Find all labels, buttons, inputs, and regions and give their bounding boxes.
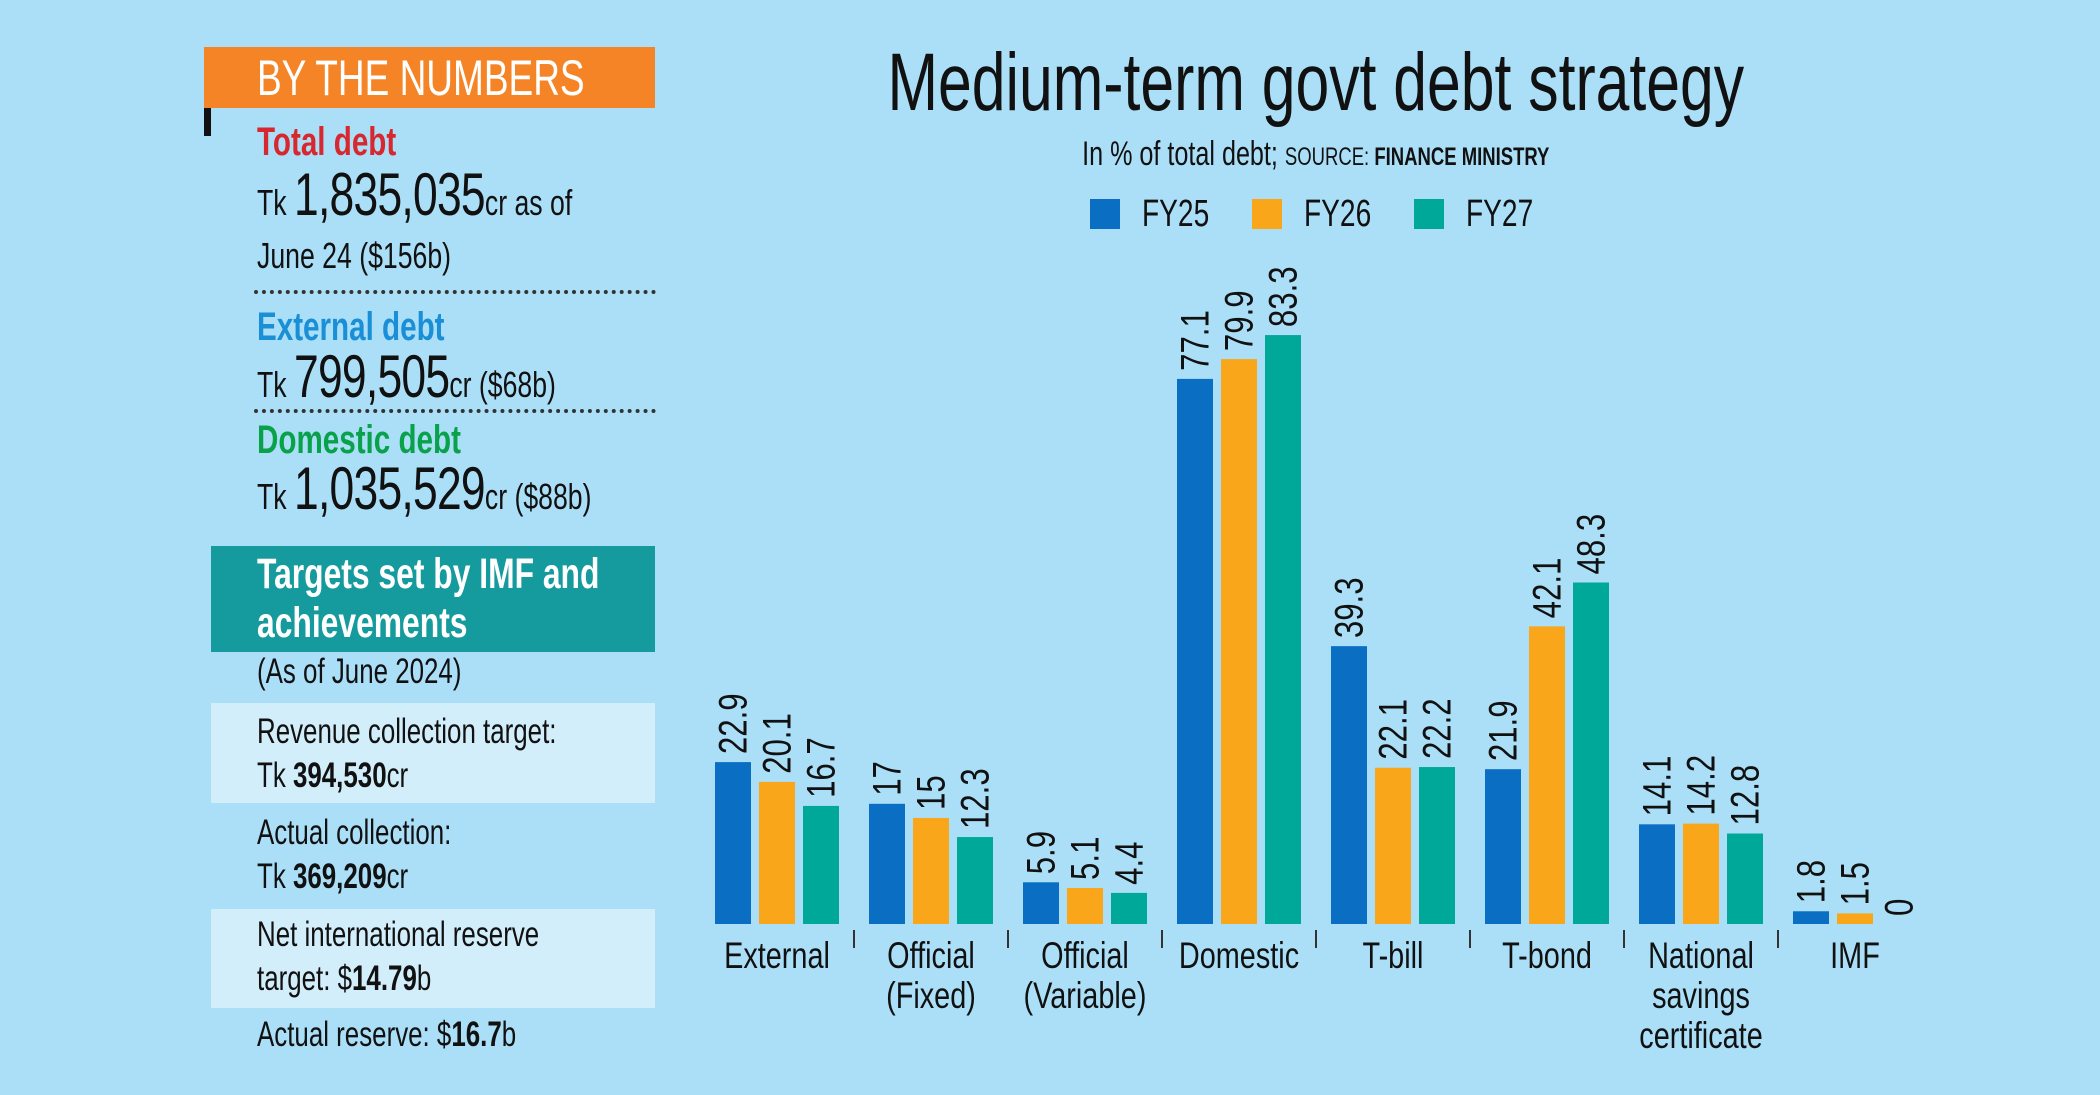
total-debt-label: Total debt [257, 120, 397, 164]
imf-targets-title: Targets set by IMF and achievements [257, 550, 600, 647]
data-label: 14.1 [1635, 756, 1680, 817]
legend-swatch [1414, 199, 1444, 229]
legend-item-fy25: FY25 [1090, 194, 1222, 234]
category-label: Domestic [1179, 936, 1299, 977]
external-debt-value: Tk 799,505cr ($68b) [257, 343, 556, 410]
data-label: 22.2 [1415, 698, 1460, 759]
category-label: IMF [1830, 936, 1880, 977]
bar-fy27 [1727, 833, 1763, 924]
bar-fy27 [1419, 767, 1455, 924]
bar-fy26 [1837, 913, 1873, 924]
legend-label: FY26 [1304, 193, 1372, 235]
bar-fy25 [1331, 646, 1367, 924]
bar-fy26 [1683, 823, 1719, 924]
domestic-debt-label: Domestic debt [257, 418, 461, 462]
bar-fy27 [1573, 582, 1609, 924]
category-label: National [1648, 936, 1754, 977]
reserve-target: Net international reserve target: $14.79b [257, 915, 540, 998]
chart-title: Medium-term govt debt strategy [887, 37, 1745, 128]
category-label: External [724, 936, 830, 977]
imf-targets-header-box [211, 546, 655, 652]
external-debt-label: External debt [257, 305, 445, 349]
data-label: 48.3 [1569, 514, 1614, 575]
bar-fy27 [1265, 335, 1301, 925]
legend-swatch [1090, 199, 1120, 229]
domestic-debt-value: Tk 1,035,529cr ($88b) [257, 455, 592, 522]
by-the-numbers-title: BY THE NUMBERS [257, 50, 585, 106]
divider [254, 409, 656, 413]
data-label: 12.8 [1723, 765, 1768, 826]
bar-fy27 [803, 805, 839, 924]
bar-fy27 [1111, 892, 1147, 924]
category-label: savings [1652, 976, 1750, 1017]
data-label: 12.3 [953, 768, 998, 829]
category-label: Official [1041, 936, 1129, 977]
category-label: T-bill [1363, 936, 1424, 977]
data-label: 1.5 [1833, 862, 1878, 905]
by-the-numbers-header [204, 47, 655, 108]
legend-item-fy27: FY27 [1414, 194, 1546, 234]
data-label: 16.7 [799, 737, 844, 798]
legend-label: FY25 [1142, 193, 1210, 235]
bar-fy27 [957, 837, 993, 924]
bar-fy25 [1639, 824, 1675, 924]
data-label: 5.9 [1019, 831, 1064, 874]
data-label: 4.4 [1107, 842, 1152, 885]
bar-fy26 [1375, 767, 1411, 924]
data-label: 39.3 [1327, 577, 1372, 638]
data-label: 17 [865, 761, 910, 796]
data-label: 5.1 [1063, 837, 1108, 880]
category-label: Official [887, 936, 975, 977]
data-label: 14.2 [1679, 755, 1724, 816]
category-label: certificate [1639, 1016, 1762, 1057]
revenue-target: Revenue collection target: Tk 394,530cr [257, 712, 557, 795]
category-label: T-bond [1502, 936, 1592, 977]
data-label: 42.1 [1525, 558, 1570, 619]
actual-reserve: Actual reserve: $16.7b [257, 1015, 517, 1054]
data-label: 20.1 [755, 713, 800, 774]
bar-fy25 [1023, 882, 1059, 924]
total-debt-date: June 24 ($156b) [257, 235, 452, 276]
revenue-target-box [211, 703, 655, 803]
actual-collection: Actual collection: Tk 369,209cr [257, 813, 452, 896]
data-label: 83.3 [1261, 266, 1306, 327]
bar-fy26 [759, 781, 795, 924]
category-label: (Fixed) [886, 976, 976, 1017]
legend-label: FY27 [1466, 193, 1534, 235]
bar-fy25 [1177, 378, 1213, 924]
total-debt-value: Tk 1,835,035cr as of [257, 161, 573, 228]
data-label: 15 [909, 775, 954, 810]
legend-swatch [1252, 199, 1282, 229]
legend-item-fy26: FY26 [1252, 194, 1384, 234]
as-of-date: (As of June 2024) [257, 652, 462, 691]
bar-fy25 [869, 803, 905, 924]
data-label: 79.9 [1217, 290, 1262, 351]
legend: FY25 FY26 FY27 [1090, 194, 1576, 237]
data-label: 22.1 [1371, 699, 1416, 760]
bar-fy25 [1485, 769, 1521, 924]
bar-fy26 [1221, 359, 1257, 924]
reserve-target-box [211, 909, 655, 1008]
category-label: (Variable) [1024, 976, 1147, 1017]
bar-fy25 [715, 762, 751, 924]
data-label: 21.9 [1481, 700, 1526, 761]
header-accent-mark [204, 108, 211, 136]
bar-fy26 [913, 817, 949, 924]
chart-subtitle: In % of total debt; SOURCE: FINANCE MINI… [1082, 135, 1550, 173]
divider [254, 290, 656, 294]
bar-fy25 [1793, 911, 1829, 924]
data-label: 22.9 [711, 693, 756, 754]
data-label: 0 [1877, 899, 1922, 916]
data-label: 77.1 [1173, 310, 1218, 371]
bar-fy26 [1529, 626, 1565, 924]
data-label: 1.8 [1789, 860, 1834, 903]
bar-fy26 [1067, 887, 1103, 924]
